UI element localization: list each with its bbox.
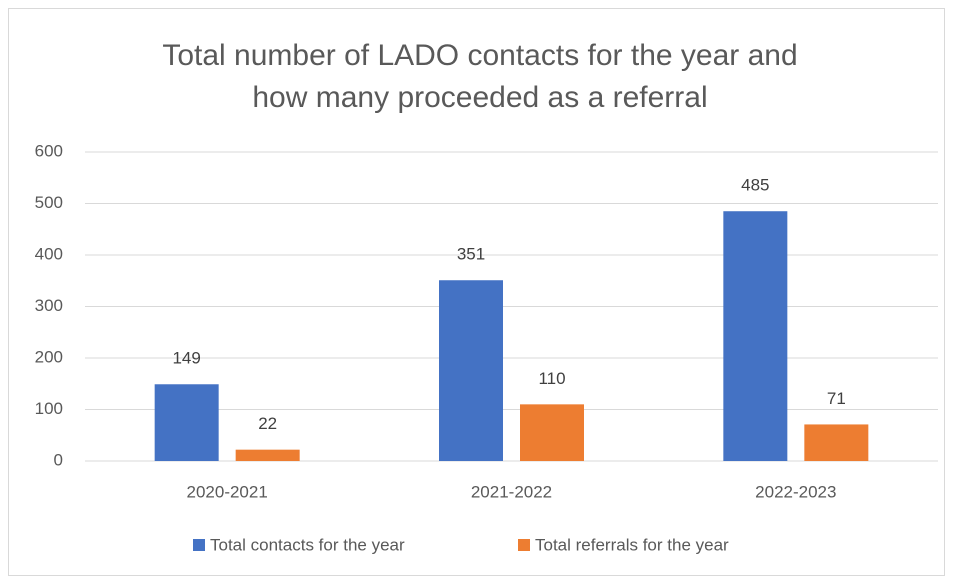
- chart-title: how many proceeded as a referral: [252, 81, 707, 114]
- bar: [804, 424, 869, 461]
- chart-title: Total number of LADO contacts for the ye…: [162, 39, 797, 72]
- y-tick-label: 300: [35, 296, 63, 315]
- x-tick-label: 2022-2023: [755, 482, 836, 501]
- legend-label: Total referrals for the year: [535, 535, 729, 554]
- y-tick-label: 100: [35, 399, 63, 418]
- y-tick-label: 200: [35, 347, 63, 366]
- data-label: 351: [457, 245, 485, 264]
- bar: [154, 384, 219, 461]
- bar: [439, 280, 503, 461]
- y-tick-label: 0: [54, 450, 63, 469]
- legend-swatch: [518, 539, 530, 551]
- legend-swatch: [193, 539, 205, 551]
- x-tick-label: 2021-2022: [471, 482, 552, 501]
- bar: [235, 449, 300, 461]
- bar: [520, 404, 584, 461]
- data-label: 485: [741, 176, 769, 195]
- y-tick-label: 600: [35, 141, 63, 160]
- data-label: 22: [258, 414, 277, 433]
- data-label: 149: [172, 349, 200, 368]
- data-label: 71: [827, 389, 846, 408]
- legend-label: Total contacts for the year: [210, 535, 405, 554]
- y-tick-label: 500: [35, 193, 63, 212]
- x-tick-label: 2020-2021: [187, 482, 268, 501]
- data-label: 110: [538, 369, 565, 388]
- y-tick-label: 400: [35, 244, 63, 263]
- bar: [723, 211, 788, 461]
